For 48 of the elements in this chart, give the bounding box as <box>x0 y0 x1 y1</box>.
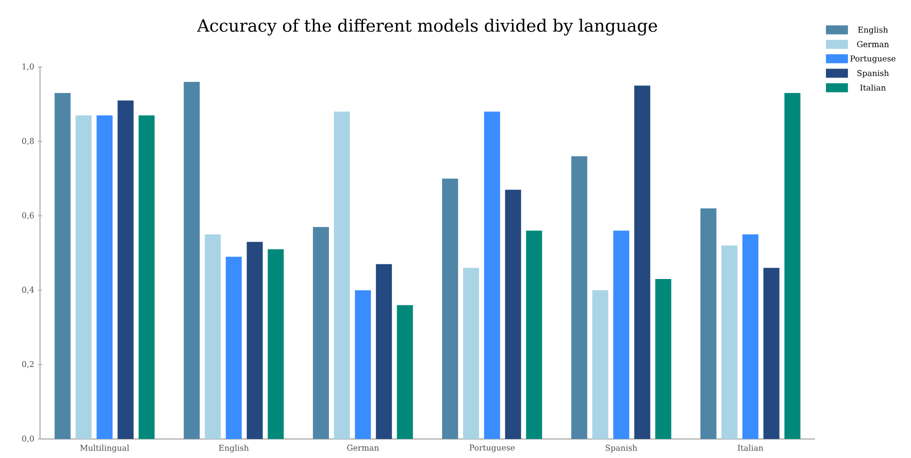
y-tick-label: 0,4 <box>22 286 34 294</box>
bar <box>138 115 155 439</box>
x-tick-label: English <box>218 444 249 453</box>
x-tick-label: Portuguese <box>470 444 515 452</box>
legend-label: Portuguese <box>850 56 896 64</box>
bar <box>184 82 200 439</box>
bar <box>784 93 800 439</box>
bar <box>54 93 71 439</box>
legend-label: Spanish <box>857 70 889 78</box>
bar <box>246 242 263 439</box>
y-tick-label: 0,2 <box>22 361 34 368</box>
bar <box>376 264 392 439</box>
bar <box>484 112 500 439</box>
bar <box>763 268 780 439</box>
bar <box>505 190 522 439</box>
bar <box>526 230 542 439</box>
y-tick-label: 0,8 <box>22 138 34 145</box>
bar <box>96 115 113 439</box>
bar <box>118 100 134 439</box>
legend-label: English <box>858 26 888 34</box>
bar <box>76 115 92 439</box>
bar <box>312 226 329 439</box>
bar <box>592 290 608 439</box>
bar <box>268 249 284 439</box>
y-tick-label: 0,0 <box>22 435 34 442</box>
bar <box>655 279 672 439</box>
x-tick-label: Italian <box>738 444 764 451</box>
y-tick-label: 1,0 <box>22 63 34 70</box>
x-tick-label: Spanish <box>606 444 638 452</box>
bar <box>721 246 738 439</box>
legend-label: German <box>857 41 889 48</box>
bar <box>571 156 588 439</box>
y-tick-label: 0,6 <box>22 212 34 220</box>
bar <box>613 230 630 439</box>
bar <box>463 268 480 439</box>
bar <box>334 112 350 439</box>
bar <box>226 256 242 439</box>
bar <box>396 305 413 439</box>
chart-title: Accuracy of the different models divided by language <box>196 18 658 36</box>
x-tick-label: German <box>347 444 379 451</box>
bar <box>700 208 716 439</box>
legend-label: Italian <box>860 84 886 91</box>
bar <box>742 234 758 439</box>
bar <box>442 178 458 439</box>
x-tick-label: Multilingual <box>80 444 130 453</box>
bar <box>634 86 650 439</box>
bar <box>354 290 371 439</box>
bar <box>204 234 221 439</box>
